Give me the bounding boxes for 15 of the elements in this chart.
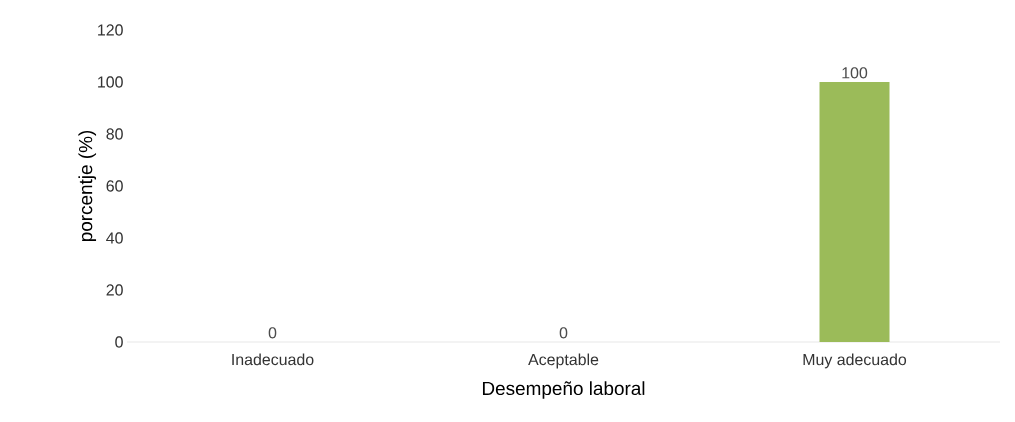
y-tick-label: 0 <box>115 336 123 348</box>
y-tick-label: 120 <box>98 24 123 36</box>
x-tick-label: Inadecuado <box>232 353 314 366</box>
data-label: 0 <box>559 327 568 339</box>
x-tick-label: Muy adecuado <box>803 353 907 369</box>
x-tick-label: Aceptable <box>528 353 599 369</box>
x-axis-title: Desempeño laboral <box>482 381 645 399</box>
y-tick-label: 100 <box>98 76 123 88</box>
data-label: 100 <box>842 67 868 79</box>
data-label: 0 <box>268 327 277 339</box>
y-tick-label: 40 <box>106 232 123 244</box>
y-tick-label: 80 <box>106 128 123 140</box>
y-tick-label: 60 <box>106 180 123 192</box>
y-tick-label: 20 <box>106 284 123 296</box>
y-axis-title: porcentje (%) <box>78 130 97 242</box>
